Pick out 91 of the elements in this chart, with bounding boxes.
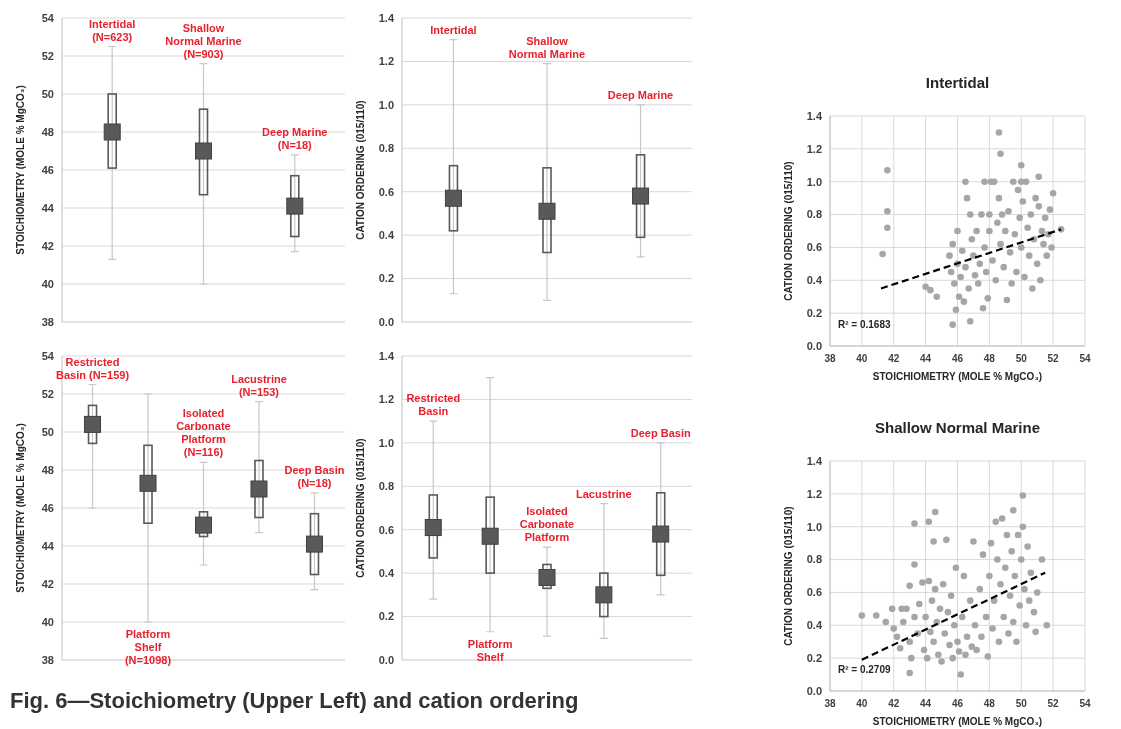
y-tick-label: 46 (41, 163, 54, 176)
y-tick-label: 0.4 (806, 274, 823, 287)
x-tick-label: Deep Basin (N=18) (284, 463, 345, 489)
y-tick-label: 54 (41, 11, 55, 24)
x-tick-label: 40 (856, 698, 868, 709)
y-tick-label: 48 (41, 125, 54, 138)
y-tick-label: 0.0 (378, 653, 394, 666)
y-tick-label: 0.4 (378, 228, 395, 241)
y-tick-label: 0.8 (806, 208, 822, 221)
x-tick-label: Platform Shelf (N=1098) (124, 628, 172, 666)
y-tick-label: 38 (41, 315, 54, 328)
y-tick-label: 1.0 (806, 520, 822, 533)
y-tick-label: 42 (41, 239, 54, 252)
x-axis-title: STOICHIOMETRY (MOLE % MgCO₃) (872, 716, 1043, 727)
y-axis-title: CATION ORDERING (015/110) (355, 100, 366, 240)
y-tick-label: 44 (41, 201, 55, 214)
y-tick-label: 1.0 (806, 175, 822, 188)
x-tick-label: Shallow Normal Marine (N=903) (165, 21, 242, 60)
y-tick-label: 0.2 (806, 651, 822, 664)
y-tick-label: 0.0 (806, 684, 822, 697)
x-tick-label: 42 (888, 353, 900, 364)
x-tick-label: 38 (824, 698, 836, 709)
y-tick-label: 1.2 (378, 55, 394, 68)
x-tick-label: 52 (1047, 353, 1060, 364)
y-tick-label: 1.4 (806, 454, 823, 467)
y-tick-label: 0.4 (378, 566, 395, 579)
x-tick-label: Platform Shelf (467, 637, 513, 663)
x-tick-label: 54 (1079, 698, 1091, 709)
x-tick-label: 44 (920, 698, 932, 709)
y-tick-label: 0.2 (806, 306, 822, 319)
y-tick-label: 42 (41, 577, 54, 590)
y-tick-label: 1.2 (806, 142, 822, 155)
y-tick-label: 48 (41, 463, 54, 476)
y-axis-title: CATION ORDERING (015/110) (355, 438, 366, 578)
chart-title: Intertidal (925, 74, 990, 91)
y-tick-label: 46 (41, 501, 54, 514)
x-tick-label: Lacustrine (576, 487, 632, 500)
y-tick-label: 0.6 (378, 185, 394, 198)
x-tick-label: 42 (888, 698, 900, 709)
x-tick-label: Deep Marine (N=18) (262, 125, 328, 151)
y-axis-title: STOICHIOMETRY (MOLE % MgCO₃) (15, 423, 26, 593)
x-tick-label: 46 (951, 353, 964, 364)
x-tick-label: 44 (920, 353, 932, 364)
x-tick-label: Intertidal (N=623) (88, 17, 136, 43)
y-axis-title: STOICHIOMETRY (MOLE % MgCO₃) (15, 85, 26, 255)
annotation: R² = 0.2709 (838, 664, 891, 675)
y-tick-label: 0.8 (378, 142, 394, 155)
y-tick-label: 1.0 (378, 436, 394, 449)
y-tick-label: 1.4 (378, 11, 395, 24)
y-tick-label: 0.0 (806, 339, 822, 352)
x-tick-label: Restricted Basin (N=159) (55, 355, 130, 381)
y-tick-label: 0.8 (378, 480, 394, 493)
y-tick-label: 1.0 (378, 98, 394, 111)
annotation: R² = 0.1683 (838, 319, 891, 330)
x-tick-label: Deep Basin (630, 426, 691, 439)
x-tick-label: 52 (1047, 698, 1060, 709)
y-tick-label: 0.8 (806, 553, 822, 566)
x-tick-label: 48 (983, 698, 996, 709)
caption: Fig. 6—Stoichiometry (Upper Left) and cation ordering (10, 688, 579, 713)
y-tick-label: 1.4 (378, 349, 395, 362)
x-tick-label: Restricted Basin (406, 392, 461, 418)
y-tick-label: 0.2 (378, 272, 394, 285)
x-tick-label: Shallow Normal Marine (508, 34, 586, 60)
y-tick-label: 0.2 (378, 610, 394, 623)
y-axis-title: CATION ORDERING (015/110) (783, 161, 794, 301)
x-axis-title: STOICHIOMETRY (MOLE % MgCO₃) (872, 371, 1043, 382)
y-tick-label: 1.4 (806, 109, 823, 122)
y-tick-label: 0.6 (806, 586, 822, 599)
y-tick-label: 40 (41, 277, 54, 290)
y-tick-label: 50 (41, 87, 54, 100)
y-tick-label: 44 (41, 539, 55, 552)
x-tick-label: 50 (1015, 353, 1028, 364)
x-tick-label: Deep Marine (607, 88, 674, 101)
x-tick-label: 48 (983, 353, 996, 364)
y-tick-label: 0.0 (378, 315, 394, 328)
x-tick-label: Intertidal (430, 23, 477, 36)
y-tick-label: 0.4 (806, 619, 823, 632)
y-axis-title: CATION ORDERING (015/110) (783, 506, 794, 646)
x-tick-label: Lacustrine (N=153) (231, 372, 287, 398)
x-tick-label: Isolated Carbonate Platform (519, 505, 575, 544)
x-tick-label: 38 (824, 353, 836, 364)
x-tick-label: 40 (856, 353, 868, 364)
x-tick-label: Isolated Carbonate Platform (N=116) (176, 407, 231, 459)
y-tick-label: 1.2 (806, 487, 822, 500)
y-tick-label: 0.6 (378, 523, 394, 536)
y-tick-label: 1.2 (378, 393, 394, 406)
y-tick-label: 40 (41, 615, 54, 628)
x-tick-label: 50 (1015, 698, 1028, 709)
x-tick-label: 46 (951, 698, 964, 709)
y-tick-label: 0.6 (806, 241, 822, 254)
x-tick-label: 54 (1079, 353, 1091, 364)
